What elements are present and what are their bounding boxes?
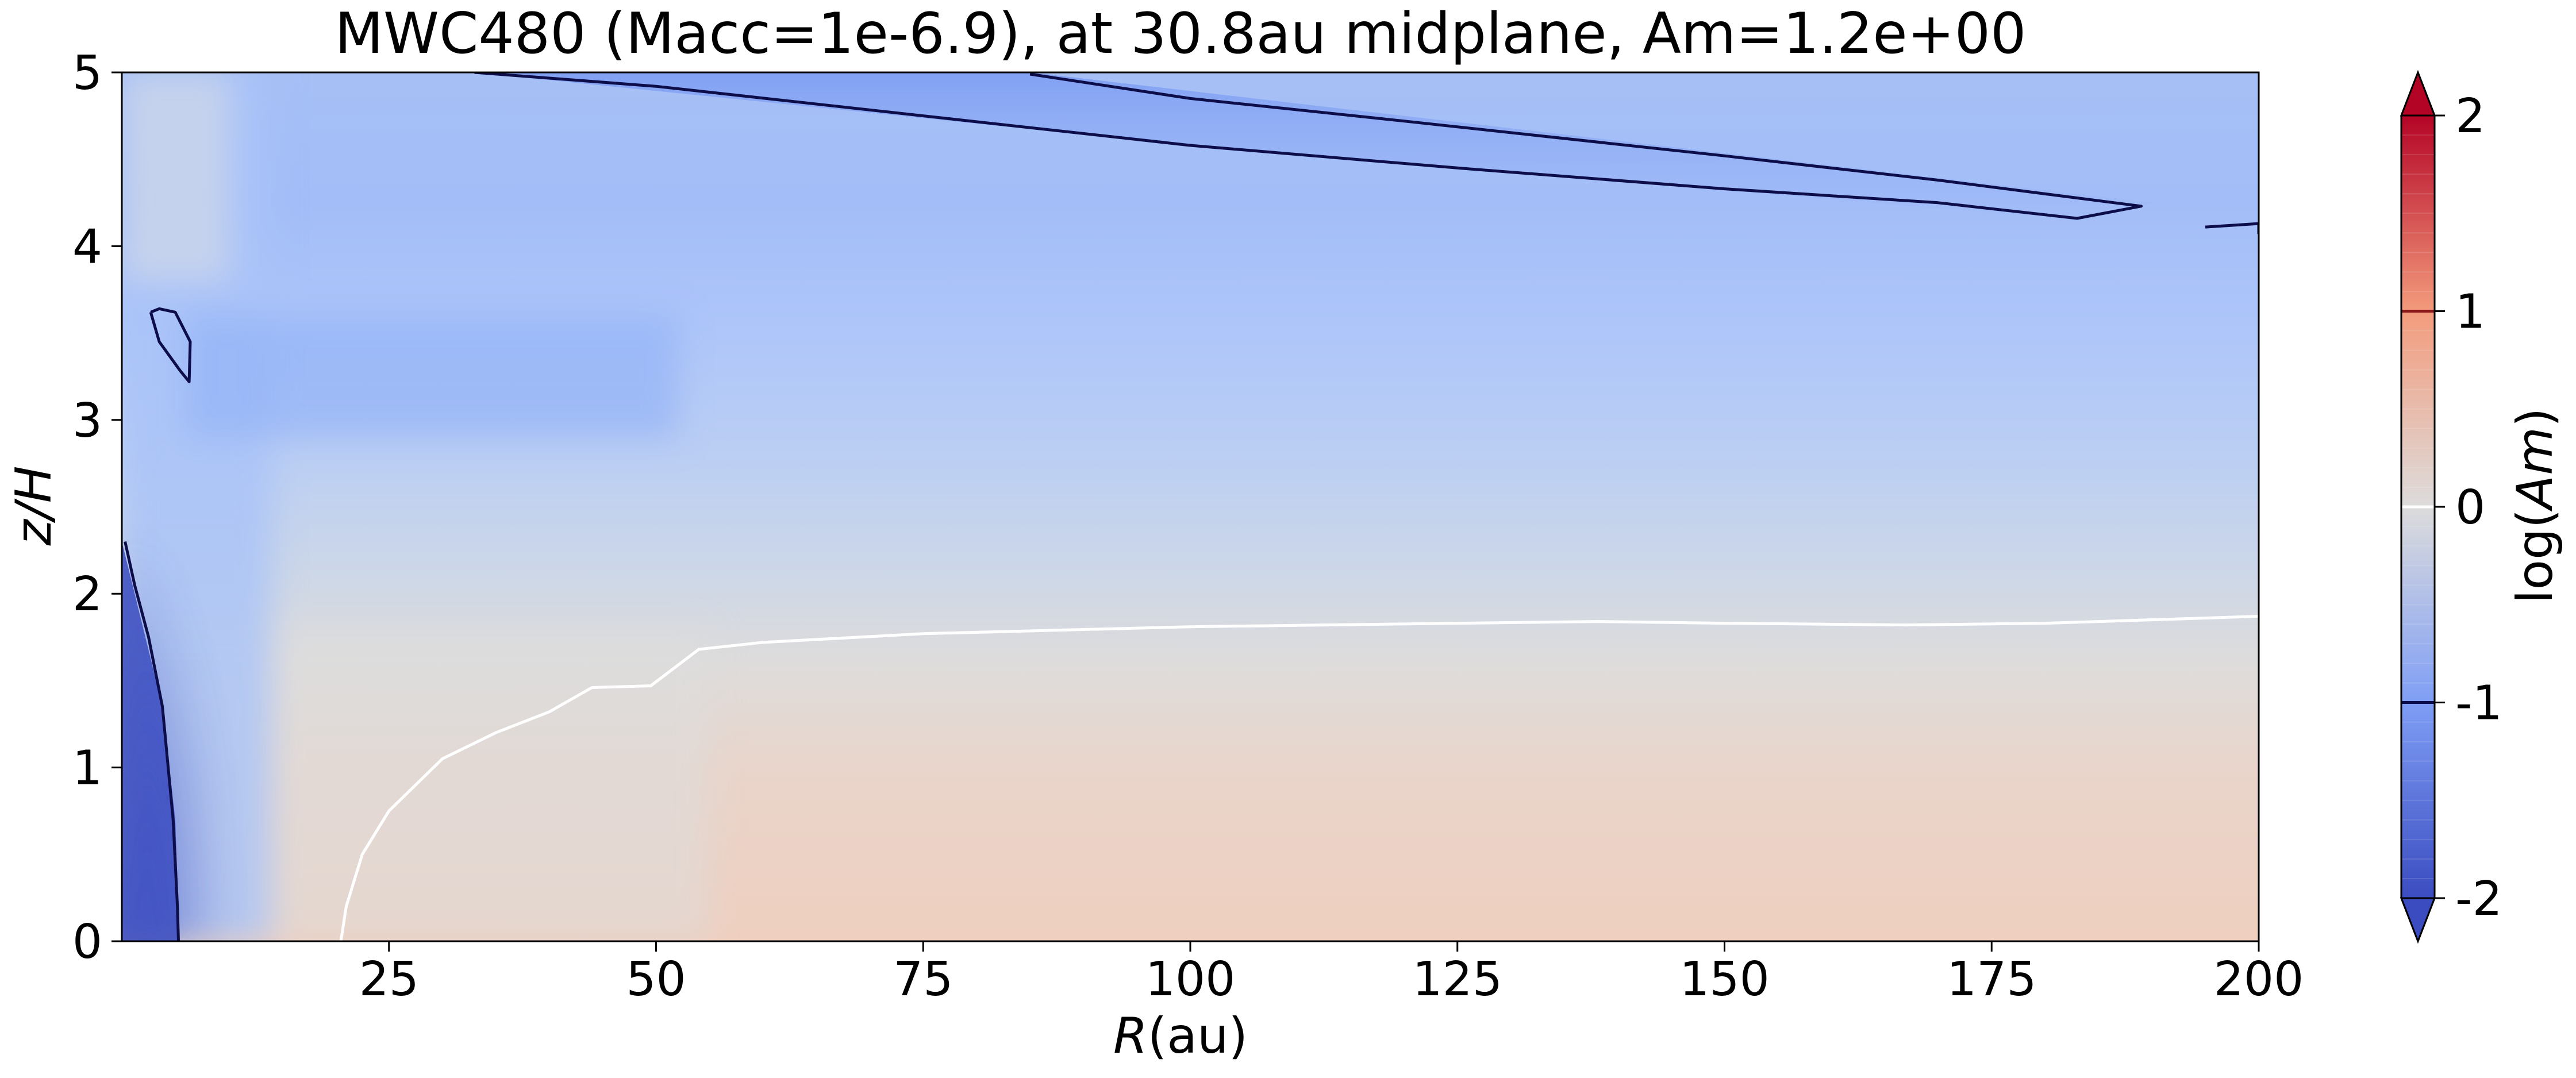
x-tick-label: 75	[893, 952, 953, 1007]
colorbar-ticks: -2 -1 0 1 2	[2435, 89, 2502, 926]
y-tick-label: 2	[72, 567, 102, 622]
x-tick-label: 150	[1679, 952, 1770, 1007]
colorbar-tick-label: -2	[2455, 872, 2502, 926]
x-tick-label: 50	[626, 952, 686, 1007]
colorbar-tick-label: 2	[2455, 89, 2485, 144]
y-tick-label: 5	[72, 46, 102, 101]
x-tick-label: 200	[2214, 952, 2304, 1007]
colorbar-tick-label: 0	[2455, 480, 2485, 535]
x-axis-label-italic: R	[1113, 1007, 1148, 1065]
colorbar-label-post: )	[2506, 408, 2564, 428]
x-axis-ticks: 25 50 75 100 125 150 175 200	[359, 941, 2304, 1007]
field-corner-light	[122, 72, 229, 281]
field-mid-blue-band	[186, 315, 678, 438]
colorbar-extend-bottom	[2400, 897, 2436, 944]
y-tick-label: 4	[72, 220, 102, 274]
colorbar-tick-label: -1	[2455, 676, 2502, 731]
y-axis-label-italic: z/H	[5, 466, 63, 546]
colorbar-label-italic: Am	[2506, 427, 2564, 512]
y-tick-label: 0	[72, 915, 102, 969]
heatmap-field	[122, 72, 2259, 941]
y-tick-label: 3	[72, 394, 102, 448]
x-tick-label: 125	[1412, 952, 1502, 1007]
plot-area	[122, 72, 2259, 941]
chart-title: MWC480 (Macc=1e-6.9), at 30.8au midplane…	[335, 1, 2026, 67]
contour-inner-loop	[149, 307, 192, 383]
x-tick-label: 100	[1145, 952, 1236, 1007]
colorbar-label-pre: log(	[2506, 509, 2564, 604]
colorbar-extend-top	[2400, 70, 2436, 117]
y-axis-label: z/H	[5, 466, 63, 546]
colorbar-label: log(Am)	[2506, 408, 2564, 604]
x-axis-label-unit: (au)	[1148, 1007, 1248, 1065]
contour-lines	[124, 72, 2259, 941]
contour-upper-band	[474, 72, 2143, 220]
colorbar-contour-marks	[2401, 310, 2435, 704]
colorbar: -2 -1 0 1 2 log(Am)	[2400, 70, 2564, 944]
contour-inner-edge	[124, 541, 180, 941]
contour-right-edge	[2205, 222, 2259, 234]
colorbar-tick-label: 1	[2455, 285, 2485, 340]
contour-zero-contour	[339, 615, 2259, 941]
x-tick-label: 175	[1947, 952, 2037, 1007]
y-axis-ticks: 0 1 2 3 4 5	[72, 46, 122, 969]
field-upper-blue-band	[474, 72, 2152, 221]
x-tick-label: 25	[359, 952, 419, 1007]
y-tick-label: 1	[72, 741, 102, 796]
x-axis-label: R(au)	[1113, 1007, 1248, 1065]
